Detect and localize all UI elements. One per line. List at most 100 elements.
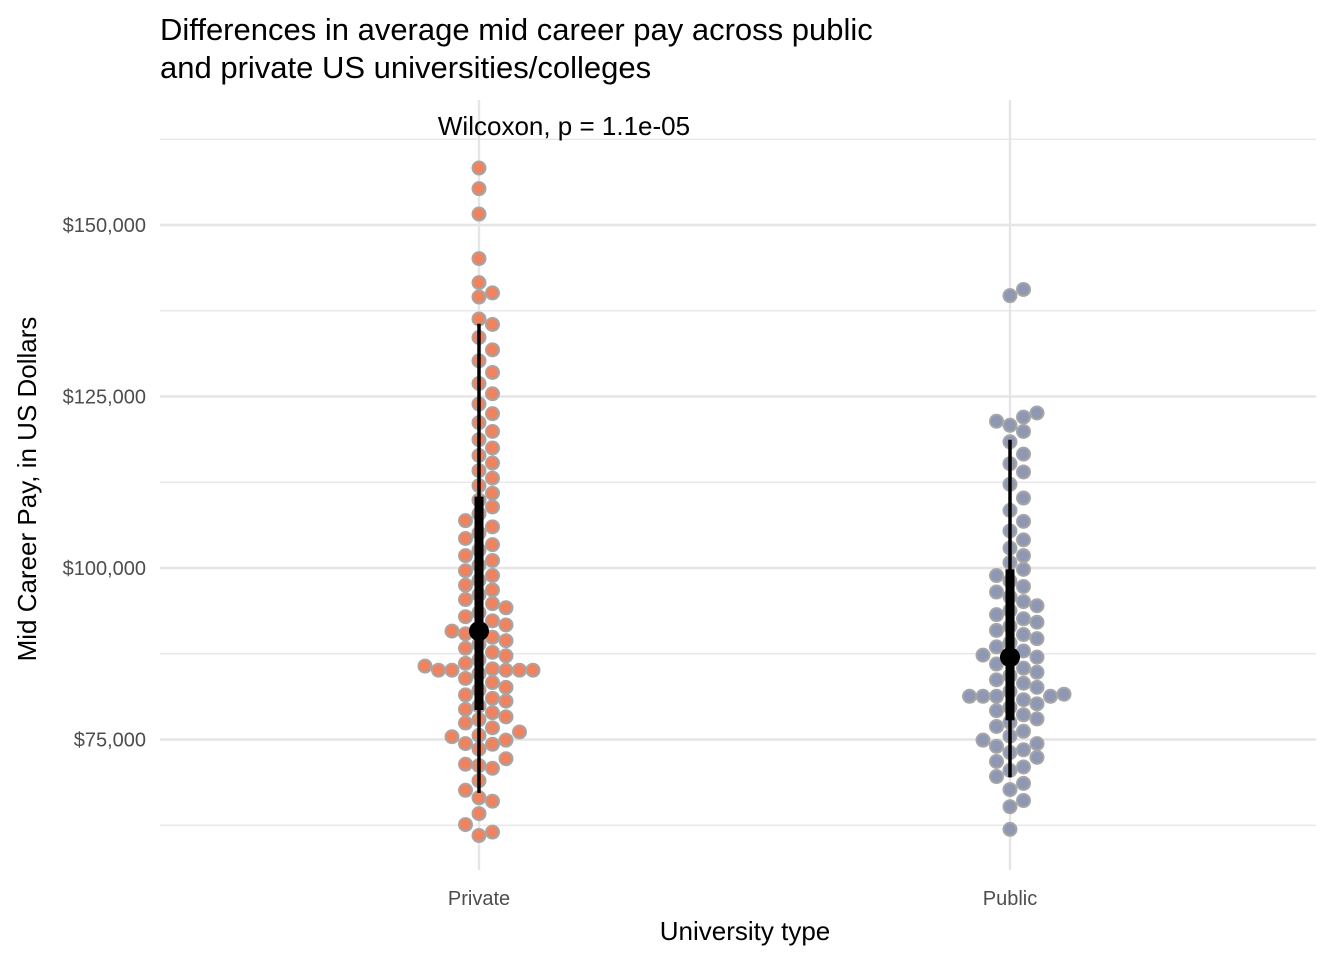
data-point-private [485, 537, 500, 553]
data-point-private [458, 513, 473, 529]
y-tick-label: $75,000 [74, 730, 146, 752]
data-point-public [975, 688, 991, 704]
data-point-private [471, 181, 487, 197]
data-point-private [485, 386, 500, 402]
data-point-private [471, 275, 487, 291]
data-point-private [485, 582, 500, 598]
y-axis-label: Mid Career Pay, in US Dollars [12, 317, 42, 662]
data-point-private [498, 679, 514, 695]
data-point-private [458, 736, 473, 752]
data-point-public [1016, 675, 1031, 691]
major-gridlines [160, 223, 1316, 741]
data-point-public [1029, 405, 1045, 421]
data-point-private [485, 736, 500, 752]
data-point-public [989, 607, 1004, 623]
data-point-private [485, 644, 500, 660]
median-point-public [1000, 647, 1020, 668]
data-point-private [485, 690, 500, 706]
data-point-public [1016, 775, 1031, 791]
data-point-public [962, 688, 977, 704]
data-point-public [1029, 711, 1045, 727]
data-point-public [989, 413, 1004, 429]
data-point-public [1016, 513, 1031, 529]
data-point-public [989, 639, 1004, 655]
data-point-public [1043, 688, 1058, 704]
data-point-private [471, 206, 487, 222]
data-point-private [444, 662, 460, 678]
data-point-public [1029, 631, 1045, 647]
x-tick-label: Public [983, 888, 1037, 910]
data-point-public [1029, 749, 1045, 765]
data-point-public [1002, 417, 1018, 433]
data-point-public [1029, 736, 1045, 752]
data-point-private [485, 824, 500, 840]
chart-title-line-1: Differences in average mid career pay ac… [160, 12, 873, 47]
data-point-private [458, 563, 473, 579]
data-point-public [1029, 649, 1045, 665]
data-point-private [471, 806, 487, 822]
data-point-private [485, 552, 500, 568]
data-point-private [485, 705, 500, 721]
data-point-public [1002, 799, 1018, 815]
data-point-private [512, 724, 527, 740]
y-axis-ticks: $75,000 $100,000 $125,000 $150,000 [63, 215, 146, 752]
wilcoxon-annotation: Wilcoxon, p = 1.1e-05 [438, 111, 690, 141]
data-point-private [512, 662, 527, 678]
data-point-public [1016, 660, 1031, 676]
data-point-public [1016, 627, 1031, 643]
data-point-private [485, 675, 500, 691]
data-point-public [989, 703, 1004, 719]
data-point-private [458, 655, 473, 671]
x-tick-label: Private [448, 888, 510, 910]
data-point-private [525, 662, 541, 678]
data-point-public [989, 738, 1004, 754]
data-point-public [1016, 759, 1031, 775]
data-point-public [975, 647, 991, 663]
data-point-private [498, 648, 514, 664]
data-point-private [458, 701, 473, 717]
data-point-private [485, 470, 500, 486]
y-tick-label: $150,000 [63, 215, 146, 237]
data-point-private [444, 623, 460, 639]
data-point-private [485, 316, 500, 332]
median-point-private [469, 621, 489, 642]
data-point-private [458, 687, 473, 703]
data-point-public [1016, 464, 1031, 480]
data-point-private [417, 658, 433, 674]
data-point-public [1016, 409, 1031, 425]
data-point-public [1056, 686, 1072, 702]
data-point-public [1029, 614, 1045, 630]
data-point-private [471, 289, 487, 305]
data-point-public [989, 672, 1004, 688]
data-point-private [485, 661, 500, 677]
data-point-private [471, 790, 487, 806]
data-point-public [1016, 423, 1031, 439]
data-point-public [1029, 696, 1045, 712]
vertical-gridlines [477, 100, 1012, 870]
data-point-public [1029, 679, 1045, 695]
data-point-public [1002, 821, 1018, 837]
data-point-private [485, 423, 500, 439]
data-point-private [458, 548, 473, 564]
data-point-private [458, 577, 473, 593]
data-point-private [458, 817, 473, 833]
data-point-private [498, 600, 514, 616]
chart-title-line-2: and private US universities/colleges [160, 50, 651, 85]
data-point-public [989, 769, 1004, 785]
data-point-public [1016, 548, 1031, 564]
data-point-private [444, 729, 460, 745]
data-point-private [485, 793, 500, 809]
data-point-public [1016, 611, 1031, 627]
data-point-private [485, 720, 500, 736]
data-point-public [1002, 782, 1018, 798]
data-point-public [1016, 742, 1031, 758]
data-point-public [989, 688, 1004, 704]
y-tick-label: $100,000 [63, 558, 146, 580]
data-point-private [498, 633, 514, 649]
data-point-private [485, 455, 500, 471]
data-point-public [1016, 793, 1031, 809]
data-point-public [1016, 579, 1031, 595]
data-point-public [989, 753, 1004, 769]
data-point-private [485, 342, 500, 358]
